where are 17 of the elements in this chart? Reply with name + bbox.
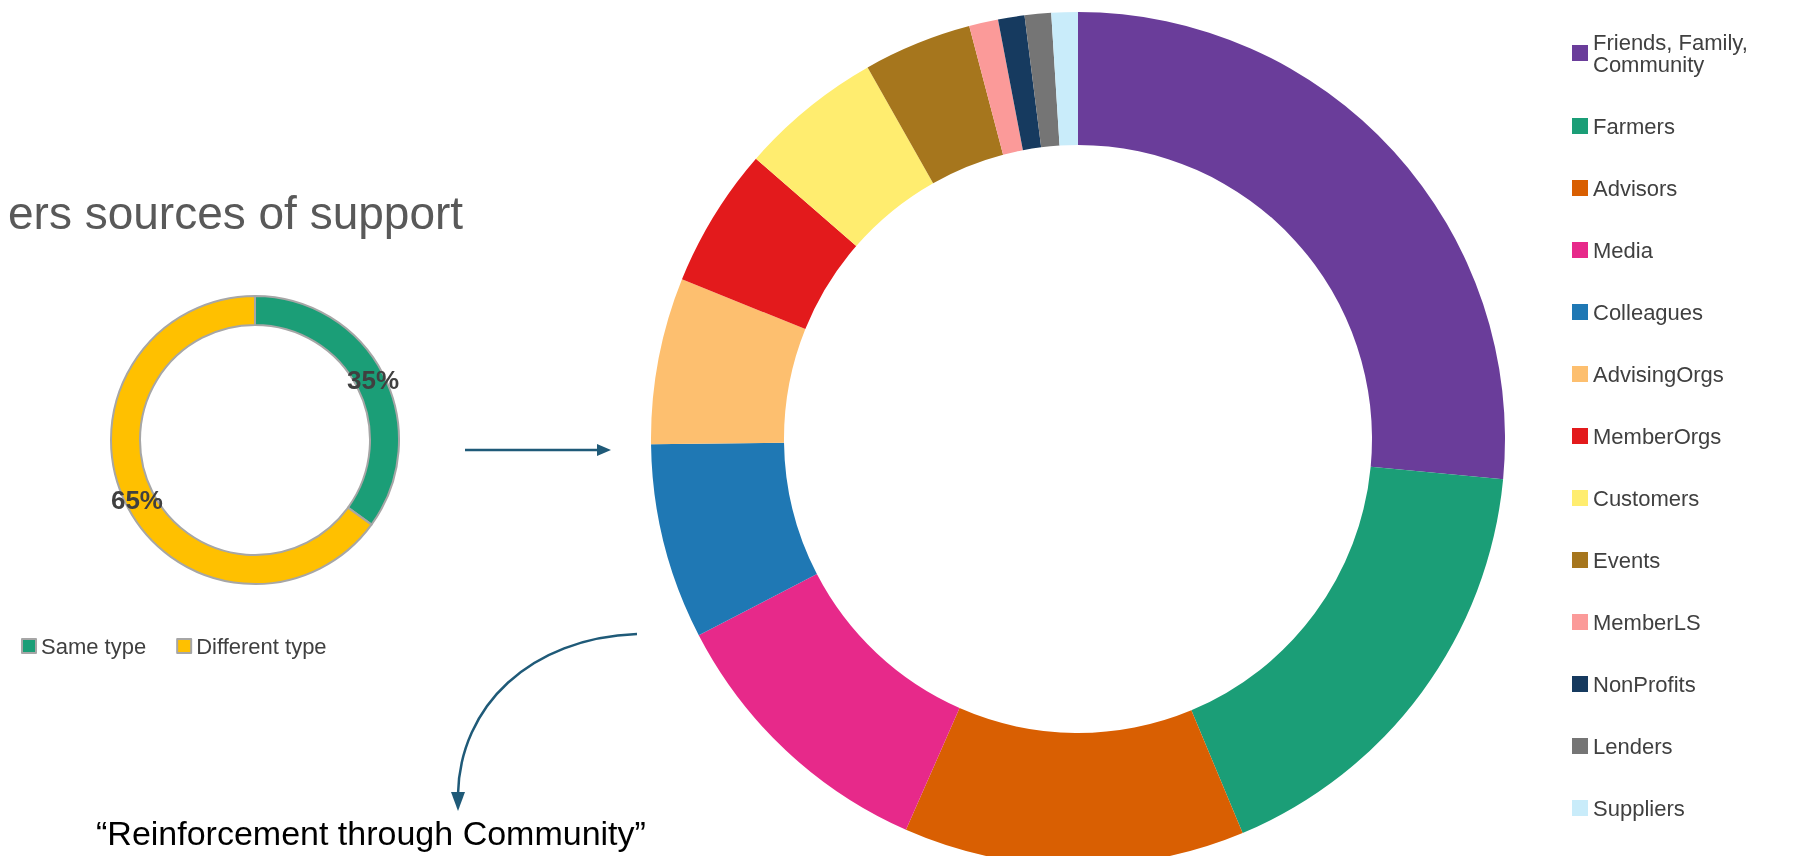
legend-label: Friends, Family, Community [1593,29,1754,77]
legend-label: Colleagues [1593,299,1704,325]
legend-label: Same type [41,633,147,659]
legend-label: NonProfits [1593,671,1696,697]
legend-label: Events [1593,547,1661,573]
text: “Reinforcement through Community” [96,814,646,852]
legend-label: MemberLS [1593,609,1701,635]
legend-label: Customers [1593,485,1700,511]
legend-label: Farmers [1593,113,1675,139]
legend-label: MemberOrgs [1593,423,1722,449]
chart-title: ers sources of support [8,187,464,239]
legend-label: Suppliers [1593,795,1685,821]
legend-label: Different type [196,633,327,659]
legend-label: Media [1593,237,1654,263]
legend-label: AdvisingOrgs [1593,361,1724,387]
legend-label: Lenders [1593,733,1673,759]
legend-label: Advisors [1593,175,1678,201]
